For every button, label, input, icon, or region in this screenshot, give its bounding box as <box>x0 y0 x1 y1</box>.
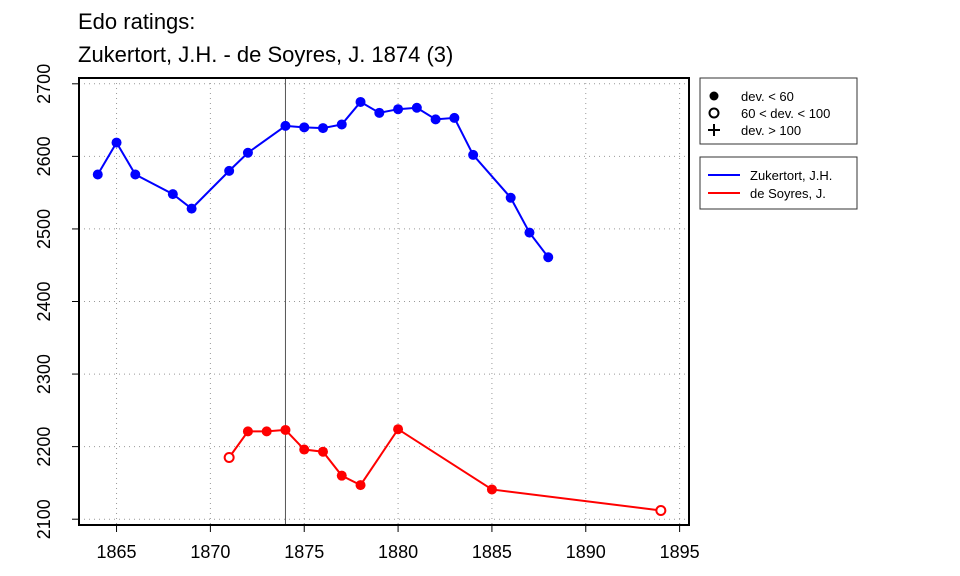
marker-legend-label-1: 60 < dev. < 100 <box>741 106 830 121</box>
y-tick-label: 2500 <box>34 209 54 249</box>
series-layer <box>92 96 667 516</box>
marker-legend-label-2: dev. > 100 <box>741 123 801 138</box>
data-point <box>224 165 235 176</box>
legend-symbol-filled <box>709 91 719 101</box>
data-point <box>223 452 235 464</box>
data-point <box>393 104 404 115</box>
y-tick-label: 2200 <box>34 427 54 467</box>
data-point <box>299 444 310 455</box>
data-point <box>280 424 291 435</box>
axes: 1865 1870 1875 1880 1885 1890 1895 2100 2200 2300… <box>34 64 700 562</box>
data-point <box>411 102 422 113</box>
x-tick-label: 1880 <box>378 542 418 562</box>
series-legend-label-1: de Soyres, J. <box>750 186 826 201</box>
data-point <box>655 504 667 516</box>
x-tick-label: 1890 <box>566 542 606 562</box>
chart-title: Edo ratings: <box>78 9 195 34</box>
y-tick-label: 2100 <box>34 499 54 539</box>
data-point <box>280 120 291 131</box>
data-point <box>242 147 253 158</box>
data-point <box>336 119 347 130</box>
data-point <box>299 122 310 133</box>
series-legend-box <box>699 156 858 210</box>
data-point <box>242 426 253 437</box>
data-point <box>92 169 103 180</box>
data-point <box>318 446 328 457</box>
x-tick-label: 1870 <box>190 542 230 562</box>
data-point <box>393 424 404 435</box>
x-tick-label: 1875 <box>284 542 324 562</box>
series-line-1 <box>228 427 661 512</box>
data-point <box>505 192 516 203</box>
data-point <box>430 114 441 125</box>
y-tick-label: 2400 <box>34 281 54 321</box>
data-point <box>543 252 554 263</box>
grid <box>79 78 689 525</box>
y-tick-label: 2300 <box>34 354 54 394</box>
data-point <box>111 137 122 148</box>
marker-legend-label-0: dev. < 60 <box>741 89 794 104</box>
data-point <box>468 149 479 160</box>
data-point <box>167 189 178 200</box>
legend-symbol-open <box>708 107 720 119</box>
y-tick-label: 2700 <box>34 64 54 104</box>
y-tick-label: 2600 <box>34 136 54 176</box>
data-point <box>449 112 460 123</box>
series-legend-label-0: Zukertort, J.H. <box>750 168 832 183</box>
data-point <box>318 123 328 134</box>
chart-subtitle: Zukertort, J.H. - de Soyres, J. 1874 (3) <box>78 42 453 67</box>
data-point <box>486 484 497 495</box>
data-point <box>524 227 535 238</box>
x-tick-label: 1895 <box>660 542 700 562</box>
data-point <box>261 426 272 437</box>
data-point <box>130 169 141 180</box>
x-tick-label: 1865 <box>97 542 137 562</box>
data-point <box>355 480 366 491</box>
data-point <box>374 107 385 118</box>
marker-legend: dev. < 60 60 < dev. < 100 dev. > 100 <box>699 77 858 145</box>
data-point <box>186 203 197 214</box>
data-point <box>336 470 347 481</box>
marker-legend-box <box>699 77 858 145</box>
series-legend: Zukertort, J.H. de Soyres, J. <box>699 156 858 210</box>
data-point <box>355 96 366 107</box>
x-tick-label: 1885 <box>472 542 512 562</box>
